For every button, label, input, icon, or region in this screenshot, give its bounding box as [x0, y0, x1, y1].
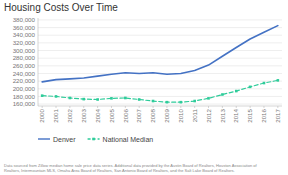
x-tick-label: 2009: [163, 108, 170, 122]
x-tick-label: 2002: [66, 108, 73, 122]
x-tick-label: 2004: [94, 108, 101, 122]
grid-line: [38, 27, 282, 28]
y-tick-label: 360,000: [13, 24, 36, 31]
legend-label: Denver: [53, 136, 76, 143]
title: Housing Costs Over Time: [4, 2, 118, 13]
series-line: [42, 80, 278, 102]
x-tick: [236, 106, 237, 108]
series-marker: [166, 101, 169, 104]
x-tick: [111, 106, 112, 108]
y-tick-label: 200,000: [13, 85, 36, 92]
x-tick-label: 2014: [232, 108, 239, 122]
series-marker: [82, 98, 85, 101]
x-tick: [83, 106, 84, 108]
y-tick-label: 300,000: [13, 47, 36, 54]
series-marker: [235, 90, 238, 93]
y-tick-label: 280,000: [13, 54, 36, 61]
x-tick-label: 2011: [191, 108, 198, 122]
grid-line: [38, 81, 282, 82]
x-tick: [166, 106, 167, 108]
x-tick: [277, 106, 278, 108]
y-tick-label: 260,000: [13, 62, 36, 69]
x-tick-label: 2012: [205, 108, 212, 122]
series-marker: [249, 86, 252, 89]
grid-line: [38, 58, 282, 59]
legend-swatch: [88, 138, 100, 139]
grid: [38, 20, 282, 104]
x-tick: [194, 106, 195, 108]
x-tick: [250, 106, 251, 108]
x-tick-label: 2007: [135, 108, 142, 122]
x-tick-label: 2013: [219, 108, 226, 122]
y-axis-line: [38, 18, 39, 106]
legend-swatch: [38, 138, 50, 139]
y-tick-label: 380,000: [13, 16, 36, 23]
x-tick: [125, 106, 126, 108]
x-tick-label: 2001: [52, 108, 59, 122]
x-tick-label: 2010: [177, 108, 184, 122]
x-tick-label: 2005: [108, 108, 115, 122]
chart: Housing Costs Over Time160,000180,000200…: [0, 0, 288, 175]
series-marker: [69, 97, 72, 100]
x-tick-label: 2016: [260, 108, 267, 122]
x-tick: [208, 106, 209, 108]
series-marker: [221, 93, 224, 96]
x-tick: [42, 106, 43, 108]
footnote: Data sourced from Zillow median home sal…: [4, 163, 257, 173]
x-tick: [139, 106, 140, 108]
grid-line: [38, 50, 282, 51]
x-tick-label: 2008: [149, 108, 156, 122]
grid-line: [38, 96, 282, 97]
series-marker: [96, 98, 99, 101]
series-marker: [110, 97, 113, 100]
x-tick-label: 2003: [80, 108, 87, 122]
x-axis-line: [38, 106, 282, 107]
series-marker: [55, 95, 58, 98]
series-marker: [41, 94, 44, 97]
grid-line: [38, 65, 282, 66]
y-tick-label: 240,000: [13, 70, 36, 77]
x-tick: [97, 106, 98, 108]
series-marker: [193, 100, 196, 103]
series-marker: [207, 97, 210, 100]
legend: Denver National Median: [38, 136, 153, 143]
grid-line: [38, 35, 282, 36]
x-tick: [180, 106, 181, 108]
y-tick-label: 180,000: [13, 93, 36, 100]
series-marker: [124, 97, 127, 100]
series-marker: [152, 100, 155, 103]
x-tick-label: 2015: [246, 108, 253, 122]
legend-label: National Median: [103, 136, 154, 143]
x-tick: [263, 106, 264, 108]
plot-area: [41, 26, 279, 104]
grid-line: [38, 19, 282, 20]
footnote-line: Realtors, Intermountain MLS, Omaha Area …: [4, 168, 235, 173]
x-tick: [153, 106, 154, 108]
series-marker: [277, 79, 280, 82]
x-tick-label: 2006: [122, 108, 129, 122]
legend-marker: [92, 138, 95, 141]
series-line: [42, 26, 278, 82]
series-marker: [179, 101, 182, 104]
grid-line: [38, 104, 282, 105]
x-tick-label: 2017: [274, 108, 281, 122]
series-marker: [138, 98, 141, 101]
x-tick: [222, 106, 223, 108]
y-tick-label: 160,000: [13, 100, 36, 107]
y-tick-label: 320,000: [13, 39, 36, 46]
x-tick: [56, 106, 57, 108]
series-marker: [263, 82, 266, 85]
x-tick: [69, 106, 70, 108]
x-tick-label: 2000: [38, 108, 45, 122]
y-tick-label: 220,000: [13, 77, 36, 84]
y-tick-label: 340,000: [13, 31, 36, 38]
